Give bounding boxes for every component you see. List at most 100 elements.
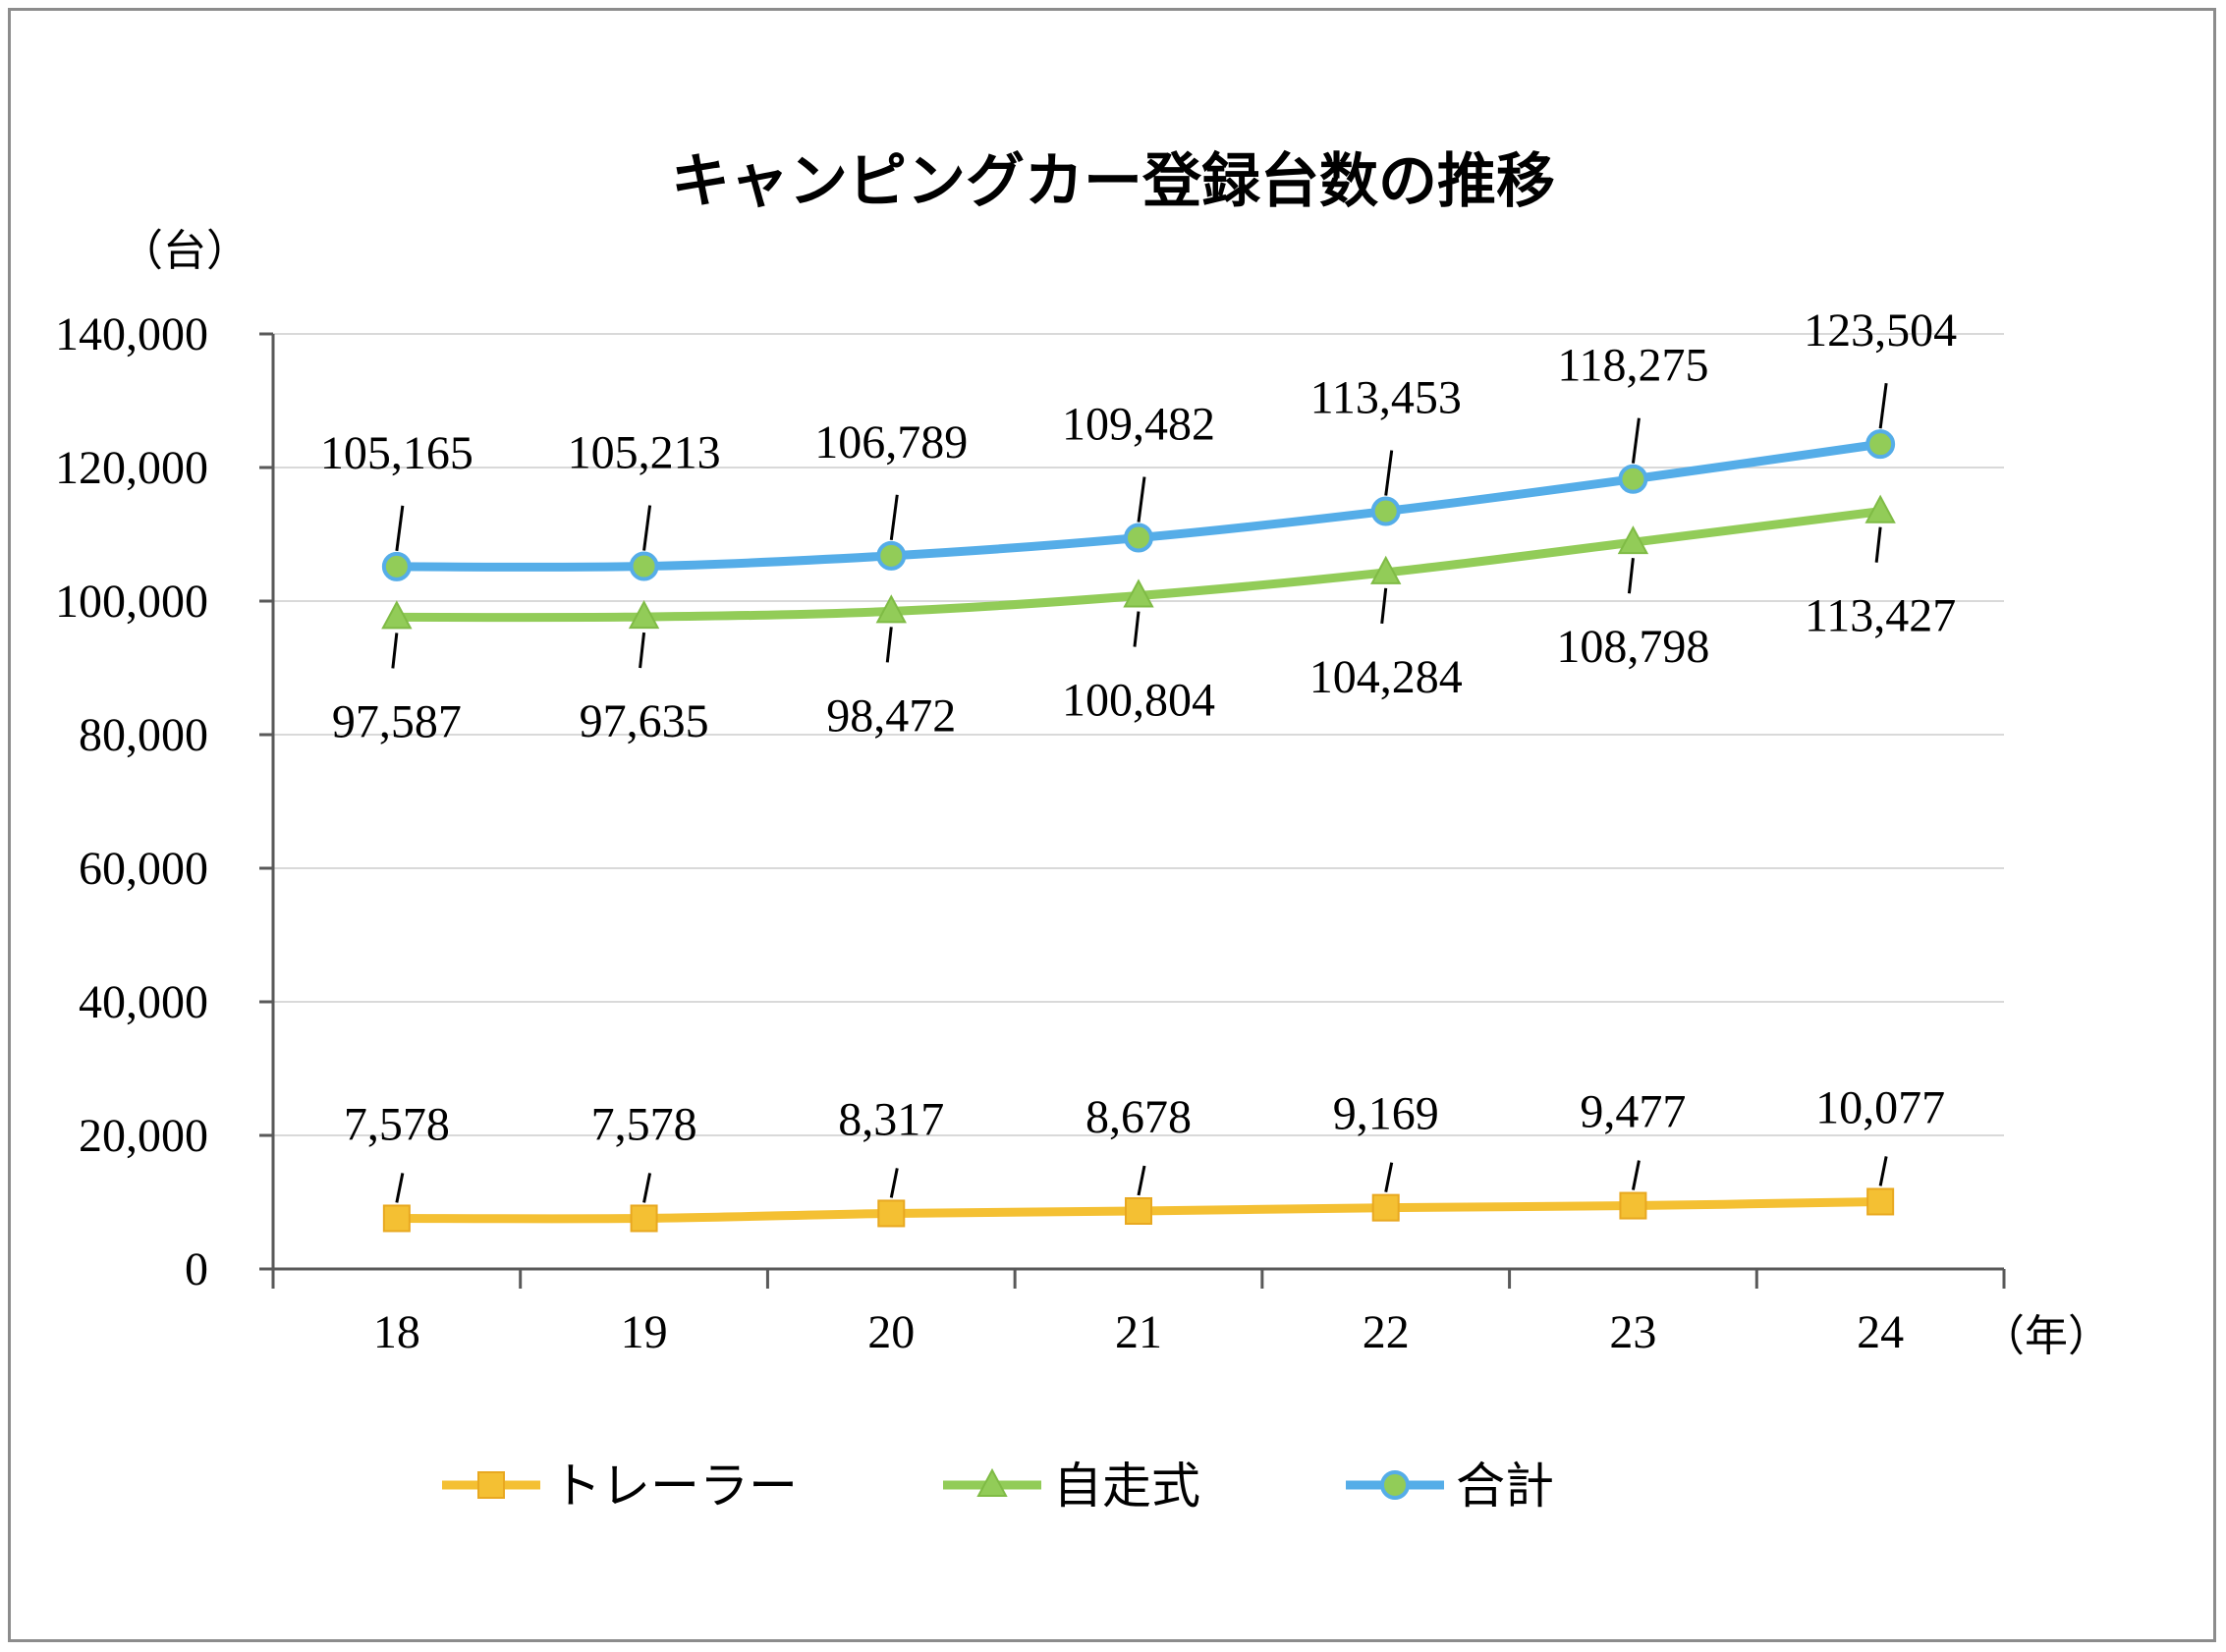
- data-label-group: 98,472: [826, 627, 956, 742]
- data-point-square: [1866, 1187, 1895, 1216]
- legend-label: 自走式: [1053, 1458, 1200, 1514]
- data-label: 106,789: [814, 416, 968, 468]
- leader-line: [1137, 1165, 1146, 1196]
- data-point-circle: [629, 551, 659, 581]
- legend-label: 合計: [1456, 1458, 1554, 1514]
- data-point-square: [630, 1204, 658, 1233]
- x-tick-label: 24: [1857, 1306, 1904, 1358]
- data-point-circle: [1618, 464, 1648, 494]
- gridlines: [273, 333, 2004, 1136]
- legend-item-2: 合計: [1346, 1458, 1554, 1514]
- data-point-triangle: [976, 1467, 1008, 1497]
- legend-label: トレーラー: [552, 1458, 798, 1514]
- leader-line: [1133, 611, 1141, 647]
- data-label-group: 100,804: [1062, 611, 1215, 727]
- x-tick-label: 23: [1609, 1306, 1656, 1358]
- data-point-triangle: [1864, 494, 1896, 523]
- y-axis-unit: （台）: [120, 226, 250, 276]
- data-label: 104,284: [1309, 651, 1463, 703]
- data-label-group: 9,477: [1580, 1086, 1686, 1190]
- data-label: 98,472: [826, 689, 956, 742]
- data-label-group: 105,165: [320, 427, 473, 552]
- data-point-triangle: [628, 599, 660, 630]
- leader-line: [1878, 382, 1888, 429]
- data-label: 105,213: [568, 427, 721, 479]
- data-point-square: [477, 1471, 505, 1499]
- data-label-group: 97,587: [332, 633, 462, 747]
- data-point-square: [877, 1199, 906, 1228]
- x-tick-label: 18: [373, 1306, 420, 1358]
- data-label-group: 118,275: [1557, 340, 1709, 464]
- data-point-circle: [1380, 1470, 1410, 1500]
- chart-frame: [8, 8, 2216, 1642]
- leader-line: [395, 505, 405, 552]
- leader-line: [395, 1173, 405, 1203]
- data-label-group: 113,453: [1310, 372, 1462, 496]
- leader-line: [1380, 587, 1388, 625]
- series-0: [382, 1187, 1895, 1233]
- data-label-group: 10,077: [1815, 1081, 1945, 1186]
- data-label-group: 106,789: [814, 416, 968, 541]
- data-point-square: [1619, 1191, 1647, 1220]
- x-tick-label: 19: [621, 1306, 668, 1358]
- leader-line: [639, 632, 646, 669]
- y-tick-label: 80,000: [79, 709, 208, 761]
- y-tick-label: 100,000: [55, 576, 208, 628]
- x-tick-label: 20: [867, 1306, 915, 1358]
- chart-title: キャンピングカー登録台数の推移: [671, 147, 1555, 216]
- leader-line: [1384, 450, 1394, 496]
- data-point-square: [382, 1204, 411, 1233]
- axes: 0 20,000 40,000 60,000 80,000 100,000 120,000 1…: [55, 308, 2006, 1358]
- leader-line: [642, 505, 652, 551]
- legend-item-0: トレーラー: [442, 1458, 798, 1514]
- y-tick-label: 40,000: [79, 976, 208, 1028]
- y-tick-label: 120,000: [55, 442, 208, 494]
- data-labels: 7,578 7,578 8,317 8,678 9,169 9,477 10,077 97,5…: [320, 304, 1957, 1203]
- data-label: 109,482: [1062, 399, 1215, 451]
- y-tick-label: 0: [185, 1243, 208, 1295]
- data-point-triangle: [381, 600, 413, 630]
- y-tick-label: 140,000: [55, 308, 208, 360]
- data-point-triangle: [1123, 578, 1154, 608]
- data-point-circle: [876, 540, 907, 571]
- legend: トレーラー 自走式 合計: [442, 1458, 1554, 1514]
- x-tick-label: 22: [1363, 1306, 1410, 1358]
- leader-line: [391, 633, 399, 669]
- data-label-group: 109,482: [1062, 399, 1215, 523]
- leader-line: [1137, 476, 1146, 523]
- data-label: 9,477: [1580, 1086, 1686, 1138]
- data-label: 108,798: [1556, 621, 1709, 673]
- series-lines: [381, 429, 1896, 1233]
- data-point-circle: [1124, 523, 1153, 553]
- data-label-group: 123,504: [1804, 304, 1957, 429]
- data-label-group: 7,578: [591, 1098, 697, 1203]
- data-label-group: 7,578: [344, 1098, 450, 1203]
- leader-line: [1631, 1160, 1641, 1190]
- x-axis-unit: （年）: [1981, 1311, 2111, 1361]
- data-label: 97,635: [580, 695, 709, 747]
- data-label: 97,587: [332, 695, 462, 747]
- series-1: [381, 494, 1896, 630]
- data-label-group: 104,284: [1309, 587, 1463, 703]
- data-label: 123,504: [1804, 304, 1957, 357]
- leader-line: [1878, 1156, 1888, 1186]
- data-point-triangle: [875, 594, 907, 624]
- series-2: [381, 429, 1896, 581]
- leader-line: [889, 494, 899, 541]
- data-label: 7,578: [344, 1098, 450, 1150]
- leader-line: [1631, 417, 1641, 464]
- data-label-group: 108,798: [1556, 558, 1709, 673]
- data-label: 113,453: [1310, 372, 1462, 424]
- data-label: 10,077: [1815, 1081, 1945, 1133]
- data-label: 7,578: [591, 1098, 697, 1150]
- data-label-group: 8,678: [1085, 1091, 1192, 1196]
- data-label: 100,804: [1062, 675, 1215, 727]
- data-label: 113,427: [1805, 590, 1956, 642]
- data-point-triangle: [1370, 555, 1402, 584]
- leader-line: [885, 627, 893, 663]
- data-point-circle: [381, 551, 412, 581]
- data-point-square: [1371, 1193, 1400, 1222]
- data-point-circle: [1370, 496, 1401, 526]
- data-point-triangle: [1617, 525, 1649, 555]
